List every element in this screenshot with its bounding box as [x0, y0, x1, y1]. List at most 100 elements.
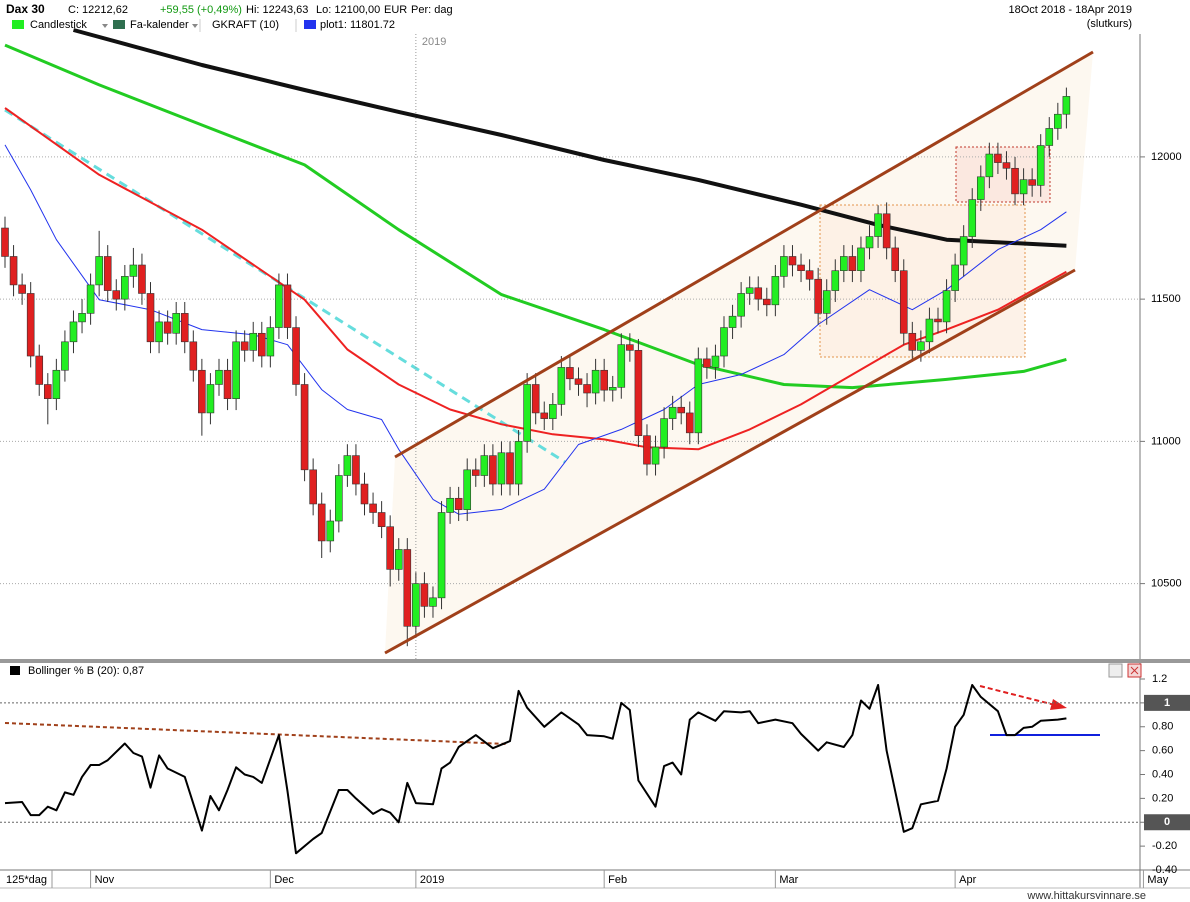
candle-body [249, 332, 258, 351]
zoom-button[interactable] [1108, 663, 1123, 678]
candle-body [335, 475, 343, 522]
candle-body [976, 176, 985, 200]
candle-body [805, 270, 814, 280]
candle-body [223, 369, 232, 400]
candle-body [18, 284, 26, 294]
close-icon [1130, 666, 1139, 675]
dropdown-arrow[interactable] [192, 24, 198, 28]
candle-body [69, 321, 78, 343]
zone-box [819, 204, 1026, 358]
y-tick-label: -0.40 [1152, 864, 1177, 876]
y-tick-label: 1 [1164, 697, 1170, 709]
x-tick-label: Mar [779, 874, 798, 886]
info-close: C: 12212,62 [68, 4, 128, 16]
candle-body [968, 199, 977, 237]
candle-body [26, 293, 35, 357]
candle-body [86, 284, 95, 314]
candle-body [745, 287, 754, 294]
candle-body [694, 358, 703, 434]
candle-body [180, 313, 189, 343]
candle-body [797, 264, 805, 271]
candle-body [506, 452, 514, 485]
candle-body [317, 503, 326, 542]
legend-swatch [12, 20, 24, 29]
candle-body [882, 213, 891, 249]
candle-body [754, 287, 763, 300]
candle-body [951, 264, 959, 291]
candle-body [814, 278, 822, 314]
legend: Candlestick Fa-kalender GKRAFT (10) plot1: … [12, 19, 395, 32]
candle-body [874, 213, 882, 237]
candle-body [454, 497, 463, 510]
candle-body [566, 367, 574, 380]
candle-body [711, 355, 720, 368]
candle-body [275, 284, 283, 328]
candle-body [925, 318, 934, 343]
candle-body [412, 583, 420, 627]
candle-body [523, 384, 531, 442]
x-tick-label: Nov [95, 874, 115, 886]
candle-body [343, 455, 352, 476]
x-tick-label: May [1147, 874, 1168, 886]
candle-body [737, 293, 745, 317]
candle-body [899, 270, 908, 334]
chart-title: Dax 30 [6, 2, 45, 16]
candle-body [822, 290, 831, 314]
x-tick-label: Dec [274, 874, 294, 886]
candle-body [1002, 162, 1011, 169]
candle-body [352, 455, 360, 485]
candle-body [403, 549, 412, 627]
candle-body [583, 384, 591, 394]
candle-body [215, 369, 223, 385]
candle-body [891, 247, 899, 271]
candle-body [1011, 167, 1019, 195]
dropdown-arrow[interactable] [102, 24, 108, 28]
candle-body [121, 276, 129, 300]
candle-body [9, 256, 18, 286]
date-range-note: (slutkurs) [1087, 18, 1132, 30]
candle-body [497, 452, 506, 485]
info-low: Lo: 12100,00 [316, 4, 380, 16]
candle-body [163, 321, 172, 334]
date-range: 18Oct 2018 - 18Apr 2019 [1008, 4, 1132, 16]
x-axis-label: 125*dag [6, 874, 47, 886]
candle-body [360, 483, 369, 505]
candle-body [771, 276, 780, 306]
candle-body [437, 512, 446, 599]
candle-body [591, 369, 600, 394]
candle-body [788, 256, 797, 266]
candle-body [377, 512, 386, 528]
candle-body [52, 369, 61, 400]
candle-body [326, 520, 335, 542]
y-tick-label: 0.20 [1152, 792, 1173, 804]
candle-body [300, 384, 309, 471]
candle-body [660, 418, 668, 448]
candle-body [446, 497, 454, 513]
candle-body [1, 227, 9, 257]
candle-body [480, 455, 489, 476]
candle-body [257, 332, 266, 357]
candle-body [942, 290, 951, 323]
legend-swatch [113, 20, 125, 29]
indicator-line [72, 28, 1067, 248]
candle-body [206, 384, 215, 414]
y-tick-label: 0 [1164, 816, 1170, 828]
y-tick-box [1144, 694, 1190, 711]
candle-body [489, 455, 497, 485]
candle-body [574, 378, 583, 385]
legend-swatch [10, 666, 20, 675]
info-currency: EUR [384, 4, 407, 16]
candle-body [138, 264, 146, 294]
candle-body [61, 341, 69, 371]
candle-body [78, 313, 86, 323]
channel-fill [385, 52, 1093, 653]
candle-body [172, 313, 180, 334]
candle-body [557, 367, 566, 405]
candle-body [420, 583, 429, 607]
candle-body [540, 412, 549, 419]
candle-body [634, 350, 643, 436]
candle-body [994, 153, 1002, 163]
channel-upper [394, 50, 1094, 459]
arrow-line [979, 685, 1056, 706]
y-tick-label: 12000 [1151, 151, 1182, 163]
